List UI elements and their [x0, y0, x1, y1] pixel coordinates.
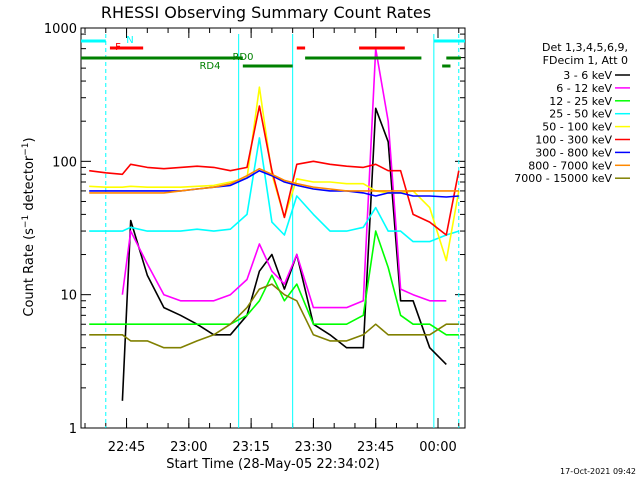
- x-axis-label: Start Time (28-May-05 22:34:02): [166, 457, 380, 472]
- legend-label-7: 800 - 7000 keV: [528, 159, 612, 172]
- y-tick-label: 100: [52, 155, 77, 170]
- series-line-3: [89, 137, 460, 243]
- y-axis-label-sup1: −1: [21, 215, 31, 228]
- y-tick-label: 1000: [44, 22, 77, 37]
- y-tick-label: 10: [60, 289, 77, 304]
- legend-label-1: 6 - 12 keV: [556, 82, 612, 95]
- footer-timestamp: 17-Oct-2021 09:42: [560, 467, 636, 476]
- chart-title: RHESSI Observing Summary Count Rates: [101, 3, 431, 22]
- flag-label-1: F: [115, 42, 121, 53]
- series-line-8: [89, 283, 459, 349]
- series-line-6: [89, 169, 459, 198]
- series-line-0: [121, 107, 447, 401]
- flag-bar-1: [296, 46, 306, 50]
- y-axis-label-main: Count Rate (s: [22, 228, 37, 317]
- y-axis-label: Count Rate (s−1 detector−1): [21, 137, 37, 316]
- y-axis-label-sup2: −1: [21, 142, 31, 155]
- flag-bar-1: [109, 46, 144, 50]
- flag-bar-3: [442, 64, 451, 68]
- x-tick-label: 23:00: [170, 440, 207, 455]
- legend-label-2: 12 - 25 keV: [549, 95, 612, 108]
- flag-bar-2: [446, 56, 461, 60]
- legend-label-5: 100 - 300 keV: [535, 134, 612, 147]
- flag-bar-2: [305, 56, 422, 60]
- x-tick-label: 00:00: [419, 440, 456, 455]
- x-tick-label: 23:15: [232, 440, 269, 455]
- legend-label-0: 3 - 6 keV: [563, 69, 612, 82]
- legend-label-4: 50 - 100 keV: [542, 121, 612, 134]
- y-axis-label-mid: detector: [22, 155, 37, 215]
- series-line-1: [121, 47, 447, 309]
- series-line-2: [89, 230, 459, 336]
- legend-label-8: 7000 - 15000 keV: [514, 172, 612, 185]
- plot-frame: [80, 27, 466, 429]
- flag-label-0: N: [126, 35, 133, 46]
- flag-bar-2: [81, 56, 243, 60]
- y-tick-label: 1: [69, 422, 77, 437]
- flag-label-3: RD4: [199, 61, 220, 72]
- series-line-4: [89, 86, 460, 262]
- series-line-7: [89, 167, 459, 194]
- flag-bar-1: [359, 46, 405, 50]
- x-tick-label: 23:30: [295, 440, 332, 455]
- x-tick-label: 22:45: [108, 440, 145, 455]
- legend-header-1: Det 1,3,4,5,6,9,: [542, 41, 628, 54]
- flag-bar-0: [433, 39, 465, 43]
- legend-label-3: 25 - 50 keV: [549, 108, 612, 121]
- flag-bar-0: [81, 39, 106, 43]
- series-line-5: [89, 105, 460, 236]
- legend-label-6: 300 - 800 keV: [535, 146, 612, 159]
- y-axis-label-end: ): [22, 137, 37, 142]
- x-tick-label: 23:45: [357, 440, 394, 455]
- legend-header-2: FDecim 1, Att 0: [543, 54, 628, 67]
- flag-bar-3: [242, 64, 293, 68]
- flag-label-2: RD0: [232, 52, 253, 63]
